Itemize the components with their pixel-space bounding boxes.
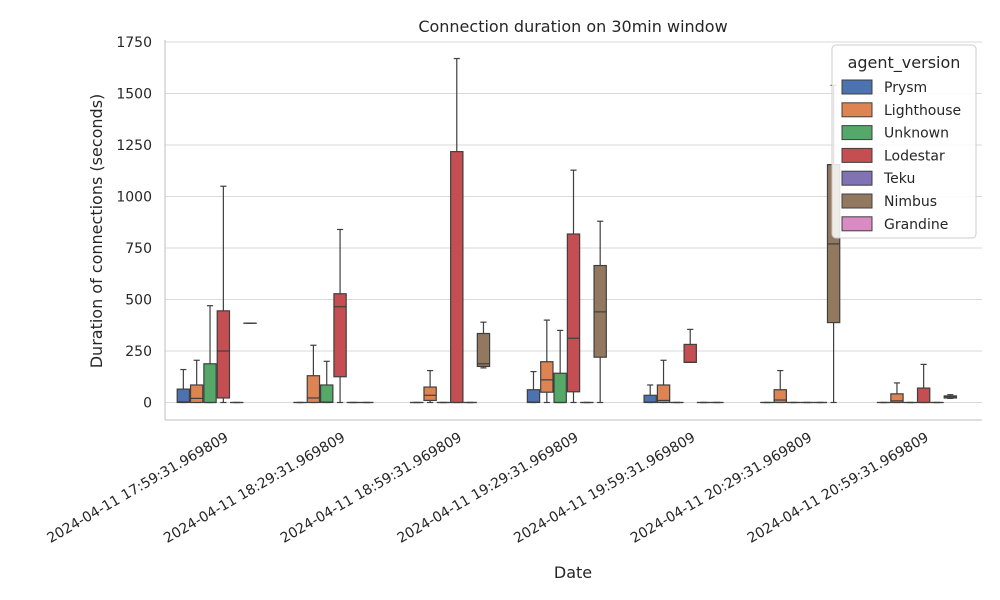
y-tick-label: 1250: [116, 138, 152, 154]
box-iqr: [656, 384, 671, 404]
box-iqr: [526, 389, 541, 404]
box-iqr: [476, 332, 491, 368]
box-iqr: [306, 375, 321, 404]
box-unknown: [553, 329, 567, 404]
box-nimbus: [476, 321, 491, 369]
legend: agent_version Prysm Lighthouse Unknown Lode…: [831, 44, 977, 239]
legend-item-lodestar: Lodestar: [841, 147, 945, 164]
box-iqr: [333, 293, 347, 378]
box-iqr: [553, 372, 567, 404]
box-unknown: [319, 360, 334, 404]
y-tick-label: 750: [125, 241, 152, 257]
box-iqr: [450, 151, 464, 404]
box-lodestar: [683, 328, 697, 363]
box-lighthouse: [656, 359, 671, 404]
chart-title: Connection duration on 30min window: [418, 17, 727, 36]
x-tick-label: 2024-04-11 18:59:31.969809: [278, 430, 465, 547]
y-tick-label: 0: [143, 395, 152, 411]
box-lodestar: [566, 169, 581, 404]
legend-label: Unknown: [884, 126, 949, 142]
box-plot-series: [176, 57, 958, 404]
x-tick-label: 2024-04-11 20:29:31.969809: [628, 430, 815, 547]
box-lighthouse: [890, 382, 904, 404]
box-lighthouse: [306, 344, 321, 404]
y-tick-labels: 0 250 500 750 1000 1250 1500 1750: [116, 35, 152, 411]
box-iqr: [423, 386, 437, 402]
box-iqr: [643, 394, 657, 404]
box-lighthouse: [423, 369, 437, 404]
legend-swatch: [841, 170, 873, 186]
legend-item-grandine: Grandine: [841, 216, 948, 233]
legend-swatch: [841, 216, 873, 232]
legend-swatch: [841, 125, 873, 141]
box-iqr: [319, 384, 334, 404]
legend-item-nimbus: Nimbus: [841, 193, 937, 210]
legend-label: Lighthouse: [884, 103, 961, 119]
box-iqr: [566, 233, 581, 393]
legend-label: Teku: [883, 171, 915, 187]
box-iqr: [189, 384, 204, 404]
box-nimbus: [593, 220, 607, 404]
legend-swatch: [841, 102, 873, 118]
x-tick-label: 2024-04-11 17:59:31.969809: [44, 430, 231, 547]
legend-title: agent_version: [848, 53, 961, 73]
legend-swatch: [841, 79, 873, 95]
x-tick-label: 2024-04-11 18:29:31.969809: [161, 430, 348, 547]
box-iqr: [176, 388, 191, 404]
box-lodestar: [450, 57, 464, 404]
x-tick-label: 2024-04-11 20:59:31.969809: [745, 430, 932, 547]
box-iqr: [203, 363, 217, 404]
box-lighthouse: [189, 359, 204, 404]
y-tick-label: 1750: [116, 35, 152, 51]
y-tick-label: 1500: [116, 87, 152, 103]
box-prysm: [643, 384, 657, 404]
box-lighthouse: [773, 369, 787, 404]
box-prysm: [176, 368, 191, 404]
y-tick-label: 250: [125, 344, 152, 360]
box-iqr: [683, 343, 697, 363]
box-lodestar: [333, 228, 347, 404]
box-nimbus: [943, 394, 958, 399]
box-lodestar: [916, 363, 931, 404]
legend-item-unknown: Unknown: [841, 125, 949, 142]
x-axis-label: Date: [554, 563, 592, 582]
box-lighthouse: [540, 319, 554, 404]
legend-label: Grandine: [884, 217, 948, 233]
chart-axes: [164, 40, 982, 421]
box-prysm: [526, 370, 541, 404]
legend-swatch: [841, 147, 873, 163]
box-iqr: [916, 387, 931, 404]
box-lodestar: [216, 185, 231, 404]
box-iqr: [540, 361, 554, 393]
box-iqr: [890, 393, 904, 404]
y-axis-label: Duration of connections (seconds): [87, 94, 106, 369]
box-iqr: [773, 389, 787, 404]
y-tick-label: 1000: [116, 190, 152, 206]
legend-item-prysm: Prysm: [841, 79, 927, 96]
legend-item-lighthouse: Lighthouse: [841, 102, 961, 119]
legend-swatch: [841, 193, 873, 209]
legend-items: Prysm Lighthouse Unknown Lodestar Teku Nimbus…: [841, 79, 961, 233]
legend-label: Prysm: [884, 80, 927, 96]
x-tick-label: 2024-04-11 19:29:31.969809: [395, 430, 582, 547]
box-iqr: [216, 310, 231, 399]
legend-label: Lodestar: [884, 148, 945, 164]
legend-label: Nimbus: [884, 194, 937, 210]
y-tick-label: 500: [125, 293, 152, 309]
x-tick-label: 2024-04-11 19:59:31.969809: [511, 430, 698, 547]
box-unknown: [203, 305, 217, 404]
legend-item-teku: Teku: [841, 170, 915, 187]
